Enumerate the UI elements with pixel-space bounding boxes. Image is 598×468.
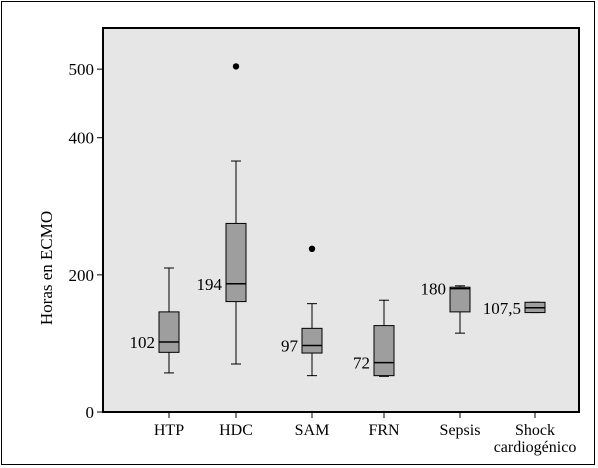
x-category-label: cardiogénico [494,439,577,456]
x-category-label: HDC [219,422,253,439]
y-tick-label: 400 [69,129,95,148]
outlier-point [232,63,240,70]
y-tick-label: 0 [86,403,95,422]
y-tick-label: 200 [69,266,95,285]
x-category-label: Shock [515,422,555,439]
x-category-label: HTP [154,422,184,439]
y-axis-label: Horas en ECMO [37,211,56,325]
median-data-label: 72 [353,354,370,373]
box [373,325,395,377]
box [158,311,180,353]
outlier-point [308,245,316,252]
plot-area [102,27,580,413]
x-category-label: FRN [368,422,400,439]
median-data-label: 180 [421,280,447,299]
median-data-label: 97 [281,336,299,355]
x-category-label: SAM [295,422,330,439]
median-data-label: 194 [197,275,223,294]
median-data-label: 102 [130,333,156,352]
box [449,286,471,313]
box [225,222,247,303]
box [301,327,323,354]
median-data-label: 107,5 [483,299,521,318]
x-category-label: Sepsis [440,422,481,439]
y-tick-label: 500 [69,60,95,79]
